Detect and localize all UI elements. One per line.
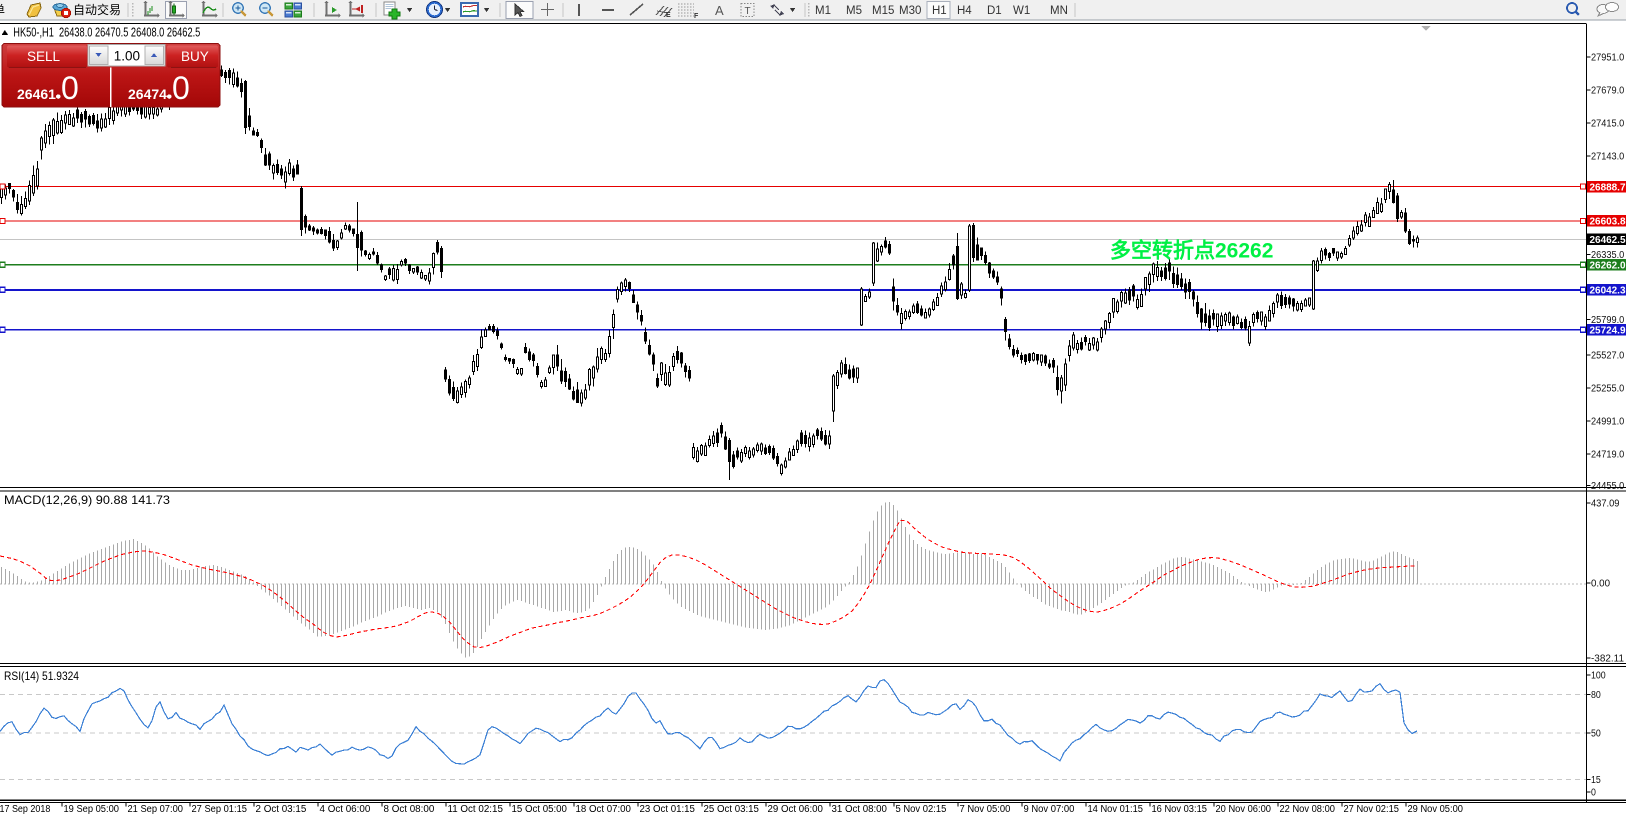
- svg-text:HK50-,H1 26438.0 26470.5 2640: HK50-,H1 26438.0 26470.5 26408.0 26462.5: [13, 26, 200, 40]
- svg-text:25799.0: 25799.0: [1591, 315, 1625, 326]
- svg-text:80: 80: [1591, 690, 1601, 701]
- svg-text:29 Oct 06:00: 29 Oct 06:00: [768, 804, 824, 815]
- svg-text:27 Nov 02:15: 27 Nov 02:15: [1344, 804, 1400, 815]
- svg-text:4 Oct 06:00: 4 Oct 06:00: [320, 804, 371, 815]
- svg-text:0: 0: [1591, 788, 1596, 799]
- svg-text:26461: 26461: [17, 86, 56, 102]
- svg-text:25724.9: 25724.9: [1590, 326, 1626, 337]
- svg-text:26335.0: 26335.0: [1591, 250, 1625, 261]
- svg-text:0.00: 0.00: [1591, 579, 1610, 590]
- svg-text:9 Nov 07:00: 9 Nov 07:00: [1024, 804, 1075, 815]
- svg-text:SELL: SELL: [27, 49, 61, 64]
- svg-text:15: 15: [1591, 775, 1601, 786]
- svg-text:22 Nov 08:00: 22 Nov 08:00: [1280, 804, 1336, 815]
- svg-text:T: T: [745, 6, 751, 17]
- svg-text:26474: 26474: [128, 86, 167, 102]
- svg-text:5 Nov 02:15: 5 Nov 02:15: [896, 804, 947, 815]
- svg-text:21 Sep 07:00: 21 Sep 07:00: [128, 804, 184, 815]
- svg-text:24455.0: 24455.0: [1591, 481, 1625, 492]
- svg-text:F: F: [694, 13, 699, 20]
- svg-text:27143.0: 27143.0: [1591, 152, 1625, 163]
- svg-text:MACD(12,26,9) 90.88 141.73: MACD(12,26,9) 90.88 141.73: [4, 493, 170, 507]
- svg-text:多空转折点26262: 多空转折点26262: [1110, 239, 1273, 263]
- svg-text:18 Oct 07:00: 18 Oct 07:00: [576, 804, 632, 815]
- svg-text:14 Nov 01:15: 14 Nov 01:15: [1088, 804, 1144, 815]
- svg-text:1.00: 1.00: [114, 49, 140, 64]
- svg-text:0: 0: [61, 70, 79, 106]
- svg-text:E: E: [666, 12, 671, 19]
- svg-text:11 Oct 02:15: 11 Oct 02:15: [448, 804, 504, 815]
- svg-text:26462.5: 26462.5: [1590, 235, 1626, 246]
- svg-text:25 Oct 03:15: 25 Oct 03:15: [704, 804, 760, 815]
- svg-text:BUY: BUY: [181, 49, 209, 64]
- svg-text:D1: D1: [987, 5, 1002, 17]
- svg-text:25255.0: 25255.0: [1591, 384, 1625, 395]
- svg-text:0: 0: [172, 70, 190, 106]
- svg-text:24719.0: 24719.0: [1591, 450, 1625, 461]
- svg-text:26042.3: 26042.3: [1590, 286, 1626, 297]
- svg-text:437.09: 437.09: [1591, 499, 1620, 510]
- svg-text:2 Oct 03:15: 2 Oct 03:15: [256, 804, 307, 815]
- svg-text:25527.0: 25527.0: [1591, 351, 1625, 362]
- svg-text:H1: H1: [932, 5, 947, 17]
- svg-text:26888.7: 26888.7: [1590, 182, 1626, 193]
- svg-text:W1: W1: [1013, 5, 1030, 17]
- svg-text:26262.0: 26262.0: [1590, 261, 1626, 272]
- svg-text:23 Oct 01:15: 23 Oct 01:15: [640, 804, 696, 815]
- svg-text:自动交易: 自动交易: [73, 2, 121, 17]
- svg-text:-382.11: -382.11: [1591, 654, 1624, 665]
- svg-text:50: 50: [1591, 729, 1601, 740]
- svg-text:31 Oct 08:00: 31 Oct 08:00: [832, 804, 888, 815]
- svg-text:20 Nov 06:00: 20 Nov 06:00: [1216, 804, 1272, 815]
- svg-text:8 Oct 08:00: 8 Oct 08:00: [384, 804, 435, 815]
- svg-text:M5: M5: [846, 5, 862, 17]
- svg-text:19 Sep 05:00: 19 Sep 05:00: [64, 804, 120, 815]
- svg-text:MN: MN: [1050, 5, 1068, 17]
- svg-text:27951.0: 27951.0: [1591, 53, 1625, 64]
- svg-text:17 Sep 2018: 17 Sep 2018: [0, 804, 51, 815]
- svg-text:24991.0: 24991.0: [1591, 417, 1625, 428]
- svg-text:7 Nov 05:00: 7 Nov 05:00: [960, 804, 1011, 815]
- svg-text:16 Nov 03:15: 16 Nov 03:15: [1152, 804, 1208, 815]
- svg-text:15 Oct 05:00: 15 Oct 05:00: [512, 804, 568, 815]
- svg-text:M30: M30: [899, 5, 921, 17]
- svg-text:27 Sep 01:15: 27 Sep 01:15: [192, 804, 248, 815]
- svg-text:27679.0: 27679.0: [1591, 86, 1625, 97]
- svg-text:26603.8: 26603.8: [1590, 217, 1626, 228]
- svg-text:27415.0: 27415.0: [1591, 119, 1625, 130]
- svg-text:单: 单: [0, 3, 5, 17]
- svg-text:M15: M15: [872, 5, 894, 17]
- svg-text:29 Nov 05:00: 29 Nov 05:00: [1408, 804, 1464, 815]
- svg-text:H4: H4: [957, 5, 972, 17]
- svg-text:100: 100: [1591, 671, 1606, 682]
- svg-text:M1: M1: [815, 5, 831, 17]
- svg-text:RSI(14) 51.9324: RSI(14) 51.9324: [4, 669, 79, 683]
- svg-text:A: A: [715, 3, 724, 18]
